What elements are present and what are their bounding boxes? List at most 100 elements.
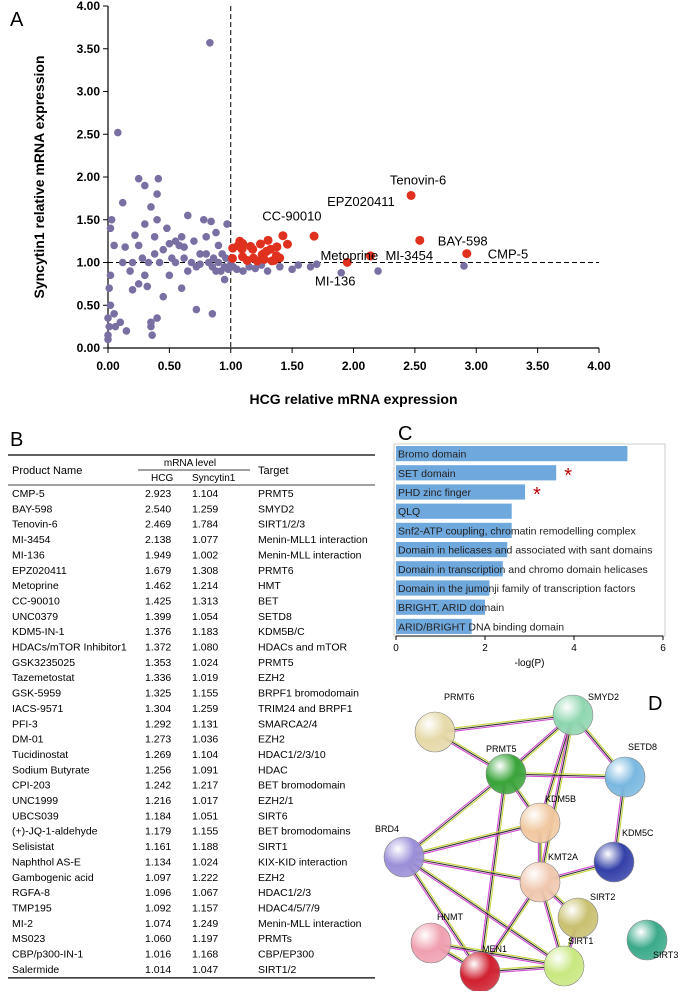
network-edge [435,716,574,735]
node-label: BRD4 [375,824,399,834]
data-point [312,260,321,269]
data-point [406,190,416,200]
data-point [148,331,156,339]
data-point [116,318,125,327]
panel-label: C [398,423,412,445]
table-cell: 1.024 [192,856,218,868]
table-cell: SIRT6 [258,810,288,822]
table-cell: GSK-5959 [12,688,61,700]
network-node [519,802,561,844]
node-label: HNMT [437,912,463,922]
network-edge [403,822,541,858]
network-edge [403,856,565,967]
data-point [105,322,114,331]
table-cell: SIRT1/2 [258,964,296,976]
category-label: Domain in helicases and associated with … [398,545,652,557]
network-edge [404,774,508,859]
data-point [134,280,143,288]
table-cell: 1.019 [192,672,218,684]
data-point [153,314,161,322]
table-cell: 1.054 [192,611,218,623]
y-tick-label: 3.00 [77,85,101,99]
data-point [192,305,201,314]
node-label: MEN1 [482,944,507,954]
y-tick-label: 0.50 [77,298,101,312]
y-tick-label: 1.50 [77,213,101,227]
node-label: SIRT2 [590,892,615,902]
table-cell: 1.679 [145,565,171,577]
network-edge [430,944,564,969]
table-cell: 1.179 [145,826,171,838]
network-edge [403,856,541,883]
table-cell: 1.060 [145,933,171,945]
bar [396,542,508,558]
table-cell: 1.249 [192,918,218,930]
x-tick-label: 3.00 [465,359,489,373]
table-cell: 1.077 [192,534,218,546]
annotation: Tenovin-6 [390,172,446,187]
data-point [196,250,204,258]
table-cell: Menin-MLL1 interaction [258,534,368,546]
table-cell: Selisistat [12,841,54,853]
table-cell: 1.002 [192,549,218,561]
data-point [154,174,163,183]
table-cell: BET bromodomains [258,826,351,838]
node-label: SETD8 [628,742,657,752]
table-cell: MI-2 [12,918,33,930]
bar [396,618,472,634]
x-tick-label: 4 [571,643,577,654]
data-point [460,262,468,270]
table-cell: BET [258,595,279,607]
data-point [106,301,115,310]
network-edge [537,714,572,882]
data-point [220,275,229,284]
table-cell: EZH2 [258,734,285,746]
x-tick-label: 1.50 [280,359,304,373]
annotation: CC-90010 [262,209,321,224]
network-node [519,861,561,903]
data-point [294,261,303,269]
table-cell: Tucidinostat [12,749,68,761]
table-cell: RGFA-8 [12,887,50,899]
x-axis-label: -log(P) [514,658,544,669]
data-point [282,239,292,249]
table-cell: KDM5B/C [258,626,305,638]
panel-label: A [10,9,24,31]
y-tick-label: 3.50 [77,42,101,56]
table-cell: 1.080 [192,642,218,654]
table-cell: 1.157 [192,902,218,914]
network: PRMT6 SMYD2 PRMT5 SETD8 KDM5B BRD4 KDM5C KMT2A S… [375,692,678,993]
table-cell: Gambogenic acid [12,872,94,884]
table-cell: 1.188 [192,841,218,853]
category-label: Domain in transcription and chromo domai… [398,564,648,576]
table-cell: PRMT5 [258,657,294,669]
data-point [276,262,284,271]
data-point [227,253,237,263]
data-point [165,271,174,280]
table-cell: 1.104 [192,749,218,761]
data-point [159,245,168,254]
data-point [107,215,116,224]
data-point [214,241,223,250]
network-node [593,841,635,883]
data-point [121,243,129,251]
data-point [342,257,352,267]
data-point [208,310,217,318]
table-cell: 1.214 [192,580,218,592]
x-tick-label: 3.50 [526,359,550,373]
data-point [177,284,186,292]
table-cell: 1.092 [145,902,171,914]
network-node [459,951,501,993]
data-point [126,267,134,275]
data-point [141,220,149,228]
table-cell: EZH2 [258,872,285,884]
annotation: MI-3454 [385,248,433,263]
data-point [255,239,265,249]
table-cell: KIX-KID interaction [258,856,347,868]
data-point [267,256,277,266]
table-cell: 1.325 [145,688,171,700]
data-point [209,254,218,263]
data-point [138,254,147,263]
data-point [223,220,231,228]
category-label: Domain in the jumonji family of transcri… [398,583,636,595]
